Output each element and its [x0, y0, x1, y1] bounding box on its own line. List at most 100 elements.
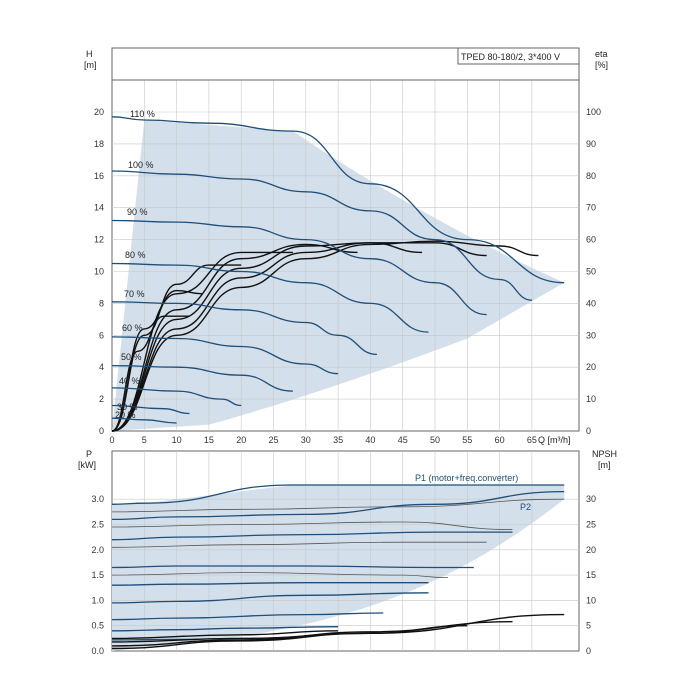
speed-label: 70 % — [124, 289, 145, 299]
bottom-plot: 0.0 0.5 1.0 1.5 2.0 2.5 3.0 0 5 10 15 20 25 30 P [kW… — [78, 449, 617, 656]
x-tick-label: 10 — [172, 435, 182, 445]
bottom-grid — [112, 451, 579, 651]
bottom-y-tick-label-left: 0.0 — [91, 646, 104, 656]
y-tick-label-left: 14 — [94, 203, 104, 213]
y-tick-label-right: 50 — [586, 267, 596, 277]
title-box — [457, 47, 580, 65]
efficiency-curve — [111, 240, 539, 432]
top-plot: 0 5 10 15 20 25 30 35 40 45 50 55 60 65 0 2 4 6 8 10 12 14 16… — [84, 47, 608, 445]
npsh-curve — [111, 630, 339, 640]
head-curve — [111, 170, 532, 301]
bottom-y-tick-label-right: 25 — [586, 520, 596, 530]
p2-curve — [111, 572, 448, 578]
p2-curve — [111, 498, 565, 513]
y-tick-label-left: 18 — [94, 139, 104, 149]
top-x-ticks: 0 5 10 15 20 25 30 35 40 45 50 55 60 65 — [109, 435, 536, 445]
bottom-y-tick-label-right: 5 — [586, 621, 591, 631]
efficiency-curve — [111, 315, 190, 432]
speed-label: 40 % — [119, 376, 140, 386]
bottom-y-tick-label-left: 2.0 — [91, 545, 104, 555]
p1-curve — [111, 565, 474, 569]
x-tick-label: 25 — [268, 435, 278, 445]
y-tick-label-left: 4 — [99, 362, 104, 372]
bottom-y-tick-label-right: 10 — [586, 595, 596, 605]
speed-labels: 110 % 100 % 90 % 80 % 70 % 60 % 50 % 40 % 30 %20… — [115, 109, 155, 420]
y-tick-label-left: 12 — [94, 235, 104, 245]
p1-curve — [111, 531, 513, 541]
x-tick-label: 60 — [495, 435, 505, 445]
head-curve — [111, 404, 190, 415]
y-tick-label-right: 30 — [586, 330, 596, 340]
head-curve — [111, 364, 293, 392]
top-y-ticks-left: 0 2 4 6 8 10 12 14 16 18 20 — [94, 107, 104, 436]
y-tick-label-left: 8 — [99, 298, 104, 308]
speed-label: 50 % — [121, 352, 142, 362]
head-curve — [111, 262, 429, 333]
p1-curve — [111, 484, 565, 505]
npsh-curve — [111, 625, 468, 643]
bottom-y-tick-label-left: 2.5 — [91, 520, 104, 530]
top-ylabel-right-2: [%] — [595, 60, 608, 70]
bottom-y-tick-label-right: 20 — [586, 545, 596, 555]
y-tick-label-right: 90 — [586, 139, 596, 149]
p2-curve — [111, 541, 487, 548]
y-tick-label-right: 100 — [586, 107, 601, 117]
efficiency-curve — [111, 251, 293, 432]
y-tick-label-left: 2 — [99, 394, 104, 404]
top-ylabel-left-2: [m] — [84, 60, 97, 70]
x-tick-label: 0 — [109, 435, 114, 445]
bottom-ylabel-right-1: NPSH — [592, 449, 617, 459]
speed-label: 20 % — [115, 410, 136, 420]
x-tick-label: 50 — [430, 435, 440, 445]
speed-label: 30 % — [117, 402, 138, 412]
bottom-curves — [111, 484, 565, 650]
speed-label: 80 % — [125, 250, 146, 260]
x-tick-label: 5 — [142, 435, 147, 445]
y-tick-label-right: 10 — [586, 394, 596, 404]
speed-label: 60 % — [122, 323, 143, 333]
title-text: TPED 80-180/2, 3*400 V — [461, 52, 560, 62]
head-curve — [111, 336, 339, 375]
p2-series-label: P2 — [520, 502, 531, 512]
y-tick-label-right: 20 — [586, 362, 596, 372]
p1-series-label: P1 (motor+freq.converter) — [415, 473, 518, 483]
bottom-y-tick-label-right: 15 — [586, 570, 596, 580]
bottom-y-tick-label-left: 0.5 — [91, 621, 104, 631]
bottom-y-ticks-right: 0 5 10 15 20 25 30 — [586, 494, 596, 656]
head-curve — [111, 387, 242, 407]
bottom-y-tick-label-right: 30 — [586, 494, 596, 504]
bottom-y-tick-label-left: 1.5 — [91, 570, 104, 580]
y-tick-label-left: 0 — [99, 426, 104, 436]
y-tick-label-right: 40 — [586, 298, 596, 308]
head-curve — [111, 301, 377, 356]
p2-curve — [111, 521, 513, 530]
y-tick-label-right: 0 — [586, 426, 591, 436]
x-tick-label: 45 — [398, 435, 408, 445]
x-tick-label: 15 — [204, 435, 214, 445]
x-tick-label: 35 — [333, 435, 343, 445]
p1-curve — [111, 490, 565, 521]
bottom-ylabel-left-2: [kW] — [78, 460, 96, 470]
x-tick-label: 40 — [365, 435, 375, 445]
p1-curve — [111, 612, 384, 621]
head-curve — [111, 417, 177, 424]
efficiency-curve — [111, 242, 487, 432]
bottom-y-tick-label-left: 3.0 — [91, 494, 104, 504]
top-ylabel-right-1: eta — [595, 49, 608, 59]
speed-label: 90 % — [127, 207, 148, 217]
bottom-y-tick-label-right: 0 — [586, 646, 591, 656]
y-tick-label-left: 6 — [99, 330, 104, 340]
head-curve — [111, 219, 487, 316]
speed-label: 110 % — [130, 109, 155, 119]
bottom-ylabel-left-1: P — [86, 449, 92, 459]
head-curve — [111, 116, 565, 284]
y-tick-label-right: 80 — [586, 171, 596, 181]
speed-label: 100 % — [128, 160, 154, 170]
top-curves — [111, 116, 565, 432]
bottom-y-ticks-left: 0.0 0.5 1.0 1.5 2.0 2.5 3.0 — [91, 494, 104, 656]
y-tick-label-right: 70 — [586, 203, 596, 213]
bottom-ylabel-right-2: [m] — [598, 460, 611, 470]
p1-curve — [111, 626, 339, 632]
efficiency-curve — [111, 289, 203, 432]
